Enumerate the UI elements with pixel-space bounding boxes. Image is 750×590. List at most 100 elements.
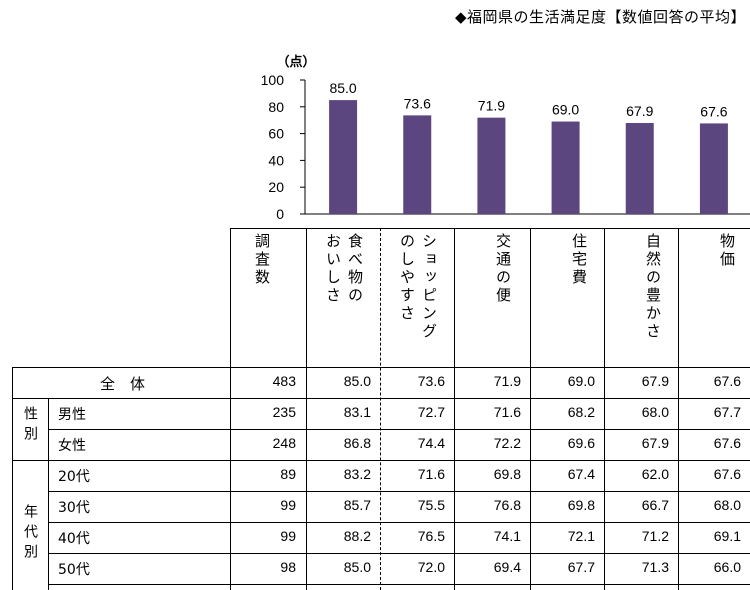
row-label: 50代 xyxy=(58,562,90,578)
value-cell: 85.0 xyxy=(343,559,371,575)
bar xyxy=(699,123,728,214)
value-cell: 71.6 xyxy=(417,466,445,482)
count-cell: 99 xyxy=(280,528,296,544)
row-label: 女性 xyxy=(58,438,86,454)
value-cell: 66.7 xyxy=(641,497,669,513)
bar-value-label: 85.0 xyxy=(329,80,356,96)
value-cell: 86.8 xyxy=(343,435,371,451)
row-label: 40代 xyxy=(58,531,90,547)
value-cell: 85.7 xyxy=(343,497,371,513)
column-header: 食べ物の xyxy=(346,233,364,305)
row-line xyxy=(48,584,750,585)
value-cell: 83.1 xyxy=(343,404,371,420)
column-line xyxy=(306,228,307,590)
column-header: のしやすさ xyxy=(398,233,416,323)
value-cell: 69.1 xyxy=(713,528,741,544)
value-cell: 74.4 xyxy=(417,435,445,451)
bar xyxy=(329,100,358,214)
count-header: 調査数 xyxy=(253,233,271,287)
value-cell: 67.6 xyxy=(713,435,741,451)
value-cell: 67.6 xyxy=(713,373,741,389)
bars: 85.0 73.6 71.9 69.0 67.9 67.6 xyxy=(329,80,728,214)
page-title: ◆福岡県の生活満足度【数値回答の平均】 xyxy=(454,8,746,26)
y-tick-label: 20 xyxy=(268,179,284,195)
count-cell: 483 xyxy=(272,373,296,389)
y-tick-label: 0 xyxy=(276,206,284,222)
value-cell: 62.0 xyxy=(641,466,669,482)
value-cell: 76.5 xyxy=(417,528,445,544)
value-cell: 69.6 xyxy=(567,435,595,451)
y-tick-label: 60 xyxy=(268,126,284,142)
group-label-age: 年代別 xyxy=(22,504,38,564)
value-cell: 83.2 xyxy=(343,466,371,482)
left-border-line xyxy=(12,367,13,590)
y-tick-label: 80 xyxy=(268,99,284,115)
column-line xyxy=(454,228,455,590)
bar-value-label: 67.6 xyxy=(700,103,727,119)
row-line xyxy=(48,491,750,492)
y-axis: 100 80 60 40 20 0 xyxy=(261,72,750,222)
value-cell: 71.2 xyxy=(641,528,669,544)
header-bottom-line xyxy=(12,367,750,368)
column-header: 交通の便 xyxy=(494,233,512,305)
value-cell: 74.1 xyxy=(493,528,521,544)
column-header: 物価 xyxy=(718,233,736,269)
row-label: 20代 xyxy=(58,469,90,485)
value-cell: 69.8 xyxy=(493,466,521,482)
value-cell: 67.9 xyxy=(641,435,669,451)
value-cell: 75.5 xyxy=(417,497,445,513)
bar xyxy=(625,123,654,214)
value-cell: 69.8 xyxy=(567,497,595,513)
value-cell: 66.0 xyxy=(713,559,741,575)
value-cell: 85.0 xyxy=(343,373,371,389)
group-label-gender: 性別 xyxy=(22,406,38,446)
value-cell: 72.1 xyxy=(567,528,595,544)
column-line xyxy=(230,228,231,590)
total-row-label: 全 体 xyxy=(100,375,146,393)
value-cell: 67.6 xyxy=(713,466,741,482)
value-cell: 67.7 xyxy=(713,404,741,420)
value-cell: 67.7 xyxy=(567,559,595,575)
value-cell: 67.4 xyxy=(567,466,595,482)
column-line xyxy=(380,228,381,590)
count-cell: 98 xyxy=(280,559,296,575)
column-header: おいしさ xyxy=(324,233,342,305)
bar-value-label: 67.9 xyxy=(626,103,653,119)
value-cell: 72.7 xyxy=(417,404,445,420)
column-header: 自然の豊かさ xyxy=(644,233,662,341)
count-cell: 89 xyxy=(280,466,296,482)
row-line xyxy=(48,429,750,430)
column-line xyxy=(604,228,605,590)
value-cell: 71.3 xyxy=(641,559,669,575)
value-cell: 72.0 xyxy=(417,559,445,575)
value-cell: 68.0 xyxy=(641,404,669,420)
y-tick-label: 100 xyxy=(261,72,285,88)
row-line xyxy=(12,398,750,399)
column-header: 住宅費 xyxy=(570,233,588,287)
value-cell: 69.4 xyxy=(493,559,521,575)
value-cell: 71.9 xyxy=(493,373,521,389)
bar-value-label: 71.9 xyxy=(478,98,505,114)
bar xyxy=(551,121,580,214)
bar-chart: （点） 100 80 60 40 20 0 85.0 73.6 71.9 69.0 67.9 67.… xyxy=(261,54,750,222)
column-line xyxy=(530,228,531,590)
value-cell: 68.2 xyxy=(567,404,595,420)
value-cell: 69.0 xyxy=(567,373,595,389)
row-label: 男性 xyxy=(58,407,86,423)
header-top-line xyxy=(230,228,750,229)
value-cell: 68.0 xyxy=(713,497,741,513)
group-divider-line xyxy=(48,398,49,590)
row-line xyxy=(48,522,750,523)
count-cell: 235 xyxy=(272,404,296,420)
bar xyxy=(403,115,432,214)
bar xyxy=(477,117,506,214)
row-label: 30代 xyxy=(58,500,90,516)
value-cell: 73.6 xyxy=(417,373,445,389)
value-cell: 76.8 xyxy=(493,497,521,513)
y-tick-label: 40 xyxy=(268,152,284,168)
bar-value-label: 73.6 xyxy=(404,95,431,111)
column-header: ショッピング xyxy=(420,233,438,341)
value-cell: 72.2 xyxy=(493,435,521,451)
column-line xyxy=(678,228,679,590)
value-cell: 71.6 xyxy=(493,404,521,420)
